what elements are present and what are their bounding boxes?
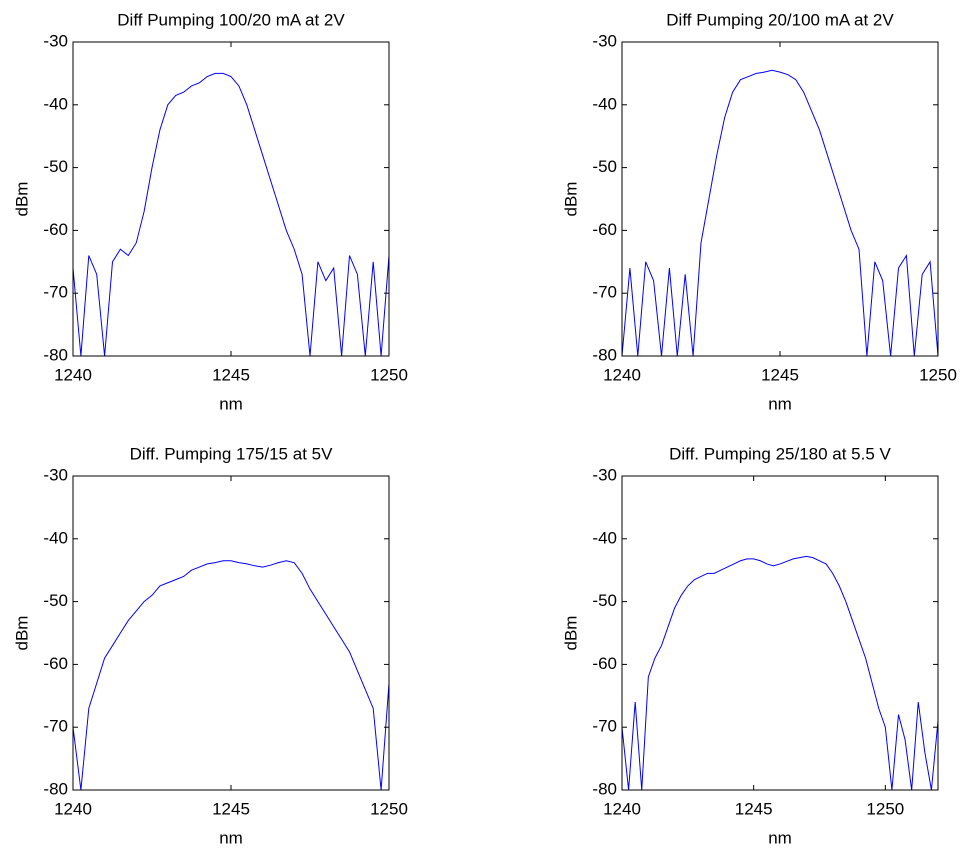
y-tick-label: -40 bbox=[43, 94, 68, 113]
x-tick-label: 1240 bbox=[603, 365, 641, 384]
y-tick-label: -40 bbox=[43, 528, 68, 547]
y-tick-label: -50 bbox=[43, 591, 68, 610]
y-tick-label: -30 bbox=[592, 31, 617, 50]
x-tick-label: 1245 bbox=[761, 365, 799, 384]
x-axis-label: nm bbox=[768, 828, 792, 847]
axes-frame bbox=[621, 41, 939, 357]
chart-title: Diff. Pumping 175/15 at 5V bbox=[130, 444, 334, 463]
y-tick-label: -70 bbox=[43, 717, 68, 736]
y-tick-label: -30 bbox=[592, 465, 617, 484]
y-tick-label: -70 bbox=[592, 717, 617, 736]
spectrum-line bbox=[72, 560, 390, 791]
x-tick-label: 1250 bbox=[370, 365, 408, 384]
x-axis-label: nm bbox=[219, 394, 243, 413]
y-tick-label: -80 bbox=[43, 779, 68, 798]
x-axis-label: nm bbox=[219, 828, 243, 847]
x-tick-label: 1250 bbox=[919, 365, 957, 384]
y-tick-label: -40 bbox=[592, 528, 617, 547]
y-tick-label: -50 bbox=[592, 157, 617, 176]
x-tick-label: 1250 bbox=[370, 799, 408, 818]
x-tick-label: 1250 bbox=[866, 799, 904, 818]
y-tick-label: -30 bbox=[43, 31, 68, 50]
y-tick-label: -80 bbox=[43, 345, 68, 364]
y-tick-label: -50 bbox=[592, 591, 617, 610]
y-tick-label: -60 bbox=[592, 220, 617, 239]
spectrum-line bbox=[72, 72, 390, 357]
y-tick-label: -70 bbox=[43, 283, 68, 302]
x-tick-label: 1245 bbox=[212, 365, 250, 384]
spectrum-line bbox=[621, 555, 939, 791]
axes-frame bbox=[72, 41, 390, 357]
y-axis-label: dBm bbox=[12, 182, 31, 217]
y-tick-label: -30 bbox=[43, 465, 68, 484]
chart-title: Diff Pumping 100/20 mA at 2V bbox=[117, 10, 345, 29]
spectrum-line bbox=[621, 69, 939, 357]
y-axis-label: dBm bbox=[561, 616, 580, 651]
x-tick-label: 1245 bbox=[735, 799, 773, 818]
y-tick-label: -60 bbox=[43, 220, 68, 239]
y-tick-label: -80 bbox=[592, 345, 617, 364]
x-axis-label: nm bbox=[768, 394, 792, 413]
y-axis-label: dBm bbox=[12, 616, 31, 651]
y-tick-label: -40 bbox=[592, 94, 617, 113]
y-tick-label: -60 bbox=[43, 654, 68, 673]
chart-title: Diff Pumping 20/100 mA at 2V bbox=[666, 10, 894, 29]
y-tick-label: -80 bbox=[592, 779, 617, 798]
x-tick-label: 1240 bbox=[54, 799, 92, 818]
x-tick-label: 1240 bbox=[603, 799, 641, 818]
x-tick-label: 1245 bbox=[212, 799, 250, 818]
y-tick-label: -70 bbox=[592, 283, 617, 302]
x-tick-label: 1240 bbox=[54, 365, 92, 384]
axes-frame bbox=[621, 475, 939, 791]
y-tick-label: -50 bbox=[43, 157, 68, 176]
chart-title: Diff. Pumping 25/180 at 5.5 V bbox=[669, 444, 891, 463]
y-tick-label: -60 bbox=[592, 654, 617, 673]
y-axis-label: dBm bbox=[561, 182, 580, 217]
